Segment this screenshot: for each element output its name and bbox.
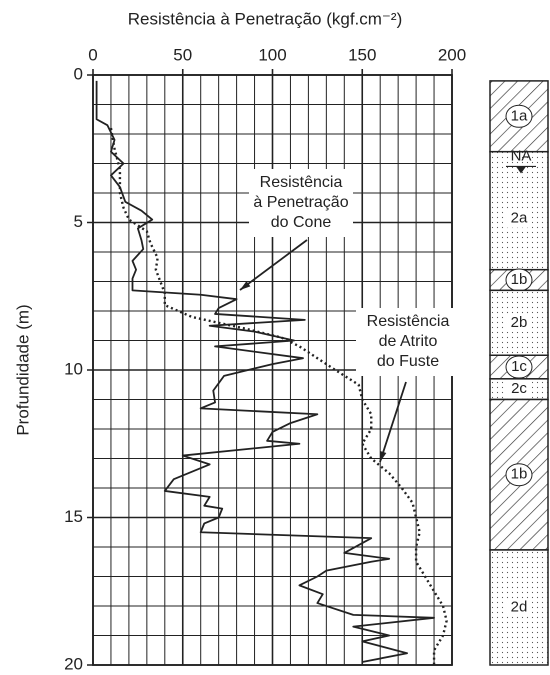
plot-area: 0 50 100 150 200 0 5 10 15 20 Resistência à Penetra…	[64, 45, 466, 673]
layer-label: 2b	[511, 314, 528, 331]
x-tick-label: 0	[88, 45, 97, 64]
layer-label: 1b	[511, 466, 528, 483]
layer-label: 2a	[511, 210, 528, 227]
arrow-head	[240, 281, 251, 290]
water-level-label: NA	[511, 147, 532, 164]
label-circle	[505, 463, 533, 487]
layer-label: 1b	[511, 271, 528, 288]
annotation-text: Resistência	[260, 174, 343, 191]
annotation-box	[356, 308, 460, 376]
x-tick-label: 150	[348, 45, 376, 64]
y-tick-label: 10	[64, 359, 83, 378]
chart-title: Resistência à Penetração (kgf.cm⁻²)	[128, 9, 402, 28]
annotation-text: do Cone	[271, 214, 332, 231]
label-circle	[505, 355, 533, 379]
annotation-arrow	[239, 239, 308, 291]
annotation-text: à Penetração	[253, 194, 348, 211]
annotation-text: Resistência	[367, 313, 450, 330]
annotation-arrow	[379, 381, 407, 463]
y-tick-label: 20	[64, 654, 83, 670]
label-bg	[506, 380, 532, 399]
annotation-text: do Fuste	[377, 353, 439, 370]
label-bg	[506, 313, 532, 332]
x-tick-label: 200	[438, 45, 466, 64]
layer-label: 2c	[511, 380, 527, 397]
label-bg	[506, 209, 532, 228]
data-line	[95, 80, 435, 663]
y-tick-label: 0	[74, 64, 83, 83]
annotation-text: de Atrito	[379, 333, 438, 350]
label-bg	[506, 598, 532, 617]
x-tick-label: 50	[173, 45, 192, 64]
label-circle	[505, 104, 533, 128]
soil-profile: 1a 2a 1b 2b 1c 2c 1b 2d NA	[489, 80, 549, 666]
layer-label: 2d	[511, 598, 528, 615]
y-tick-label: 5	[74, 212, 83, 231]
annotation-box	[249, 169, 353, 237]
y-axis-label: Profundidade (m)	[13, 304, 32, 435]
arrow-head	[380, 451, 387, 462]
water-level-marker	[516, 166, 526, 174]
x-tick-label: 100	[258, 45, 286, 64]
layer-label: 1a	[511, 107, 528, 124]
y-tick-label: 15	[64, 507, 83, 526]
layer-label: 1c	[511, 358, 527, 375]
